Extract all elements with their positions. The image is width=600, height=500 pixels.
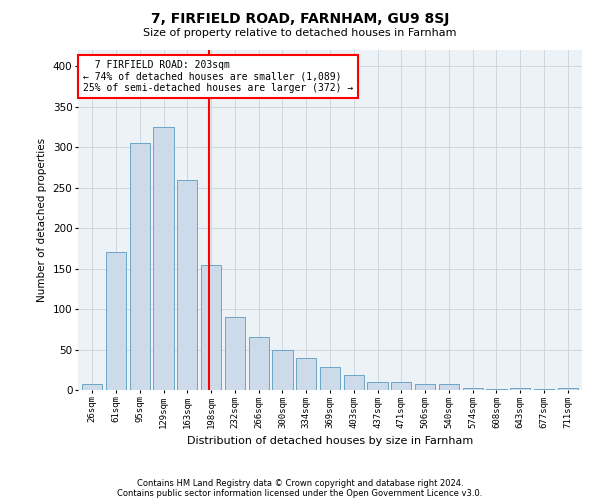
Bar xyxy=(557,388,578,390)
Text: Size of property relative to detached houses in Farnham: Size of property relative to detached ho… xyxy=(143,28,457,38)
Bar xyxy=(106,252,126,390)
Bar xyxy=(272,350,293,390)
Bar xyxy=(510,388,530,390)
Bar xyxy=(344,376,364,390)
X-axis label: Distribution of detached houses by size in Farnham: Distribution of detached houses by size … xyxy=(187,436,473,446)
Bar xyxy=(177,180,197,390)
Bar xyxy=(248,338,269,390)
Bar xyxy=(367,382,388,390)
Bar xyxy=(82,384,103,390)
Bar xyxy=(463,388,483,390)
Bar xyxy=(487,389,506,390)
Text: 7 FIRFIELD ROAD: 203sqm
← 74% of detached houses are smaller (1,089)
25% of semi: 7 FIRFIELD ROAD: 203sqm ← 74% of detache… xyxy=(83,60,353,94)
Bar xyxy=(201,264,221,390)
Bar xyxy=(439,384,459,390)
Bar xyxy=(296,358,316,390)
Bar xyxy=(130,143,150,390)
Bar xyxy=(225,317,245,390)
Text: 7, FIRFIELD ROAD, FARNHAM, GU9 8SJ: 7, FIRFIELD ROAD, FARNHAM, GU9 8SJ xyxy=(151,12,449,26)
Bar xyxy=(534,389,554,390)
Bar xyxy=(415,384,435,390)
Bar xyxy=(320,368,340,390)
Y-axis label: Number of detached properties: Number of detached properties xyxy=(37,138,47,302)
Text: Contains public sector information licensed under the Open Government Licence v3: Contains public sector information licen… xyxy=(118,488,482,498)
Bar xyxy=(391,382,412,390)
Bar xyxy=(154,127,173,390)
Text: Contains HM Land Registry data © Crown copyright and database right 2024.: Contains HM Land Registry data © Crown c… xyxy=(137,478,463,488)
